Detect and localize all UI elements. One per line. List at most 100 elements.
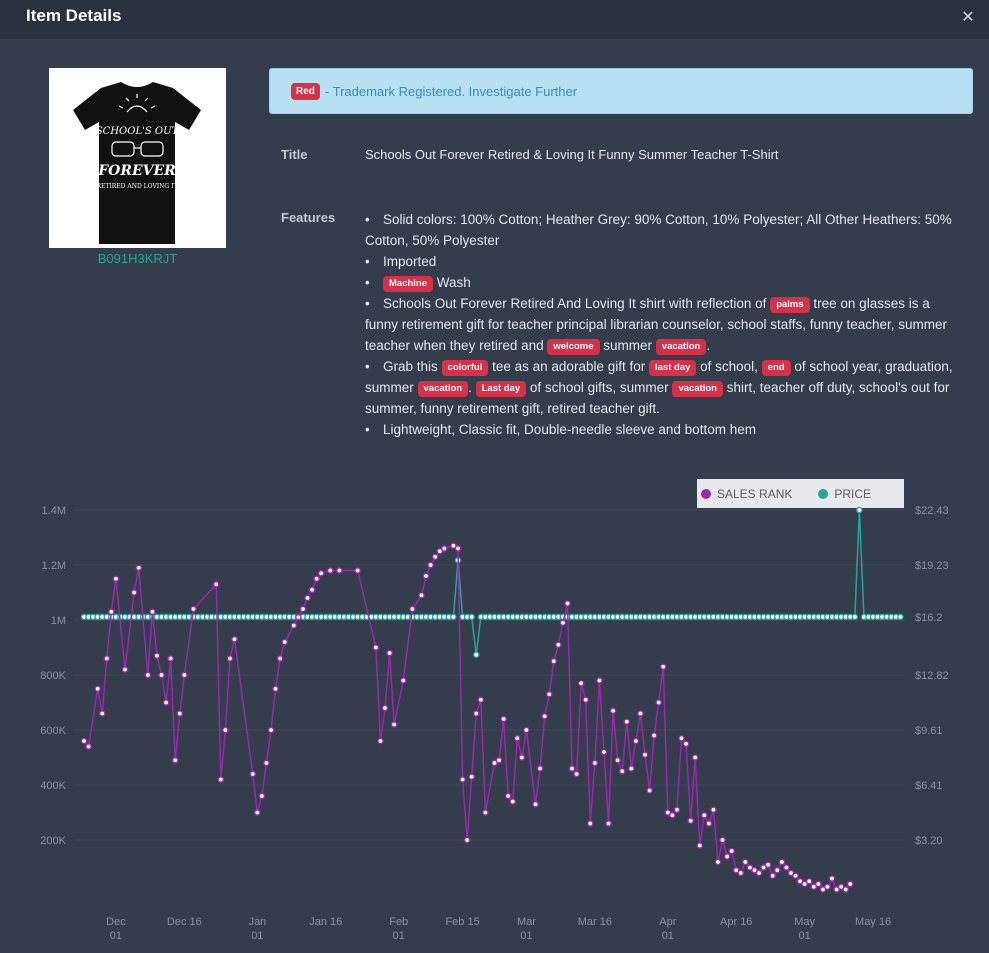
sales-rank-point [737, 869, 745, 877]
sales-rank-point [427, 561, 434, 569]
sales-rank-point [509, 798, 517, 805]
sales-rank-point [149, 608, 156, 616]
y-left-tick-label: 400K [40, 780, 66, 792]
x-tick-label: Feb [389, 916, 408, 928]
sales-rank-point [267, 726, 275, 734]
price-point [472, 651, 480, 658]
sales-rank-point [181, 671, 188, 679]
keyword-badge: palms [770, 297, 810, 313]
sales-rank-point [441, 545, 448, 552]
x-tick-sublabel: 01 [110, 930, 122, 942]
bullet-icon: • [365, 359, 370, 374]
product-image: SCHOOL'S OUT FOREVER RETIRED AND LOVING … [49, 68, 226, 248]
bullet-icon: • [365, 254, 370, 269]
asin-link[interactable]: B091H3KRJT [97, 251, 178, 266]
y-left-tick-label: 200K [40, 835, 66, 847]
legend-sales-rank[interactable]: SALES RANK [701, 487, 792, 501]
legend-price-label: PRICE [834, 486, 872, 501]
sales-rank-point [810, 883, 818, 891]
sales-rank-point [778, 858, 786, 866]
sales-rank-point [792, 872, 799, 880]
sales-rank-point [249, 770, 257, 778]
sales-rank-point [263, 759, 270, 767]
sales-rank-point [837, 883, 845, 891]
sales-rank-point [491, 759, 498, 767]
sales-rank-point [618, 767, 626, 775]
sales-rank-point [299, 605, 307, 613]
sales-rank-point [523, 726, 530, 734]
price-point [856, 506, 863, 514]
sales-rank-point [673, 806, 681, 814]
features-list: • Solid colors: 100% Cotton; Heather Grey… [365, 209, 965, 440]
sales-rank-point [381, 704, 389, 712]
sales-rank-point [641, 751, 649, 759]
sales-rank-point [751, 866, 758, 874]
price-point [897, 613, 904, 621]
sales-rank-point [212, 580, 220, 588]
y-left-tick-label: 600K [40, 725, 66, 737]
sales-rank-point [295, 613, 302, 621]
sales-rank-point [281, 638, 288, 646]
alert-message: - Trademark Registered. Investigate Furt… [324, 83, 578, 99]
x-tick-sublabel: 01 [520, 930, 532, 942]
sales-rank-point [659, 663, 667, 671]
sales-rank-point [732, 866, 740, 874]
sales-rank-point [600, 748, 608, 756]
sales-rank-point [108, 608, 115, 616]
sales-rank-point [308, 586, 316, 594]
sales-rank-point [454, 545, 462, 552]
sales-rank-point [541, 712, 548, 720]
legend-price[interactable]: PRICE [818, 487, 871, 501]
sales-rank-point [144, 671, 152, 679]
y-left-tick-label: 800K [40, 670, 66, 682]
sales-rank-point [655, 699, 663, 706]
sales-rank-point [171, 756, 179, 764]
sales-rank-point [468, 773, 475, 781]
sales-rank-point [714, 858, 722, 866]
sales-rank-point [728, 847, 735, 855]
sales-rank-point [742, 858, 749, 866]
sales-rank-point [564, 600, 571, 607]
bullet-icon: • [365, 296, 370, 311]
x-tick-sublabel: 01 [662, 930, 674, 942]
sales-rank-point [372, 644, 380, 651]
sales-rank-point [805, 877, 813, 885]
sales-rank-line [83, 544, 851, 891]
feature-item: • Schools Out Forever Retired And Loving … [365, 293, 965, 356]
sales-rank-point [637, 710, 644, 717]
price-point [851, 613, 859, 621]
y-right-tick-label: $6.41 [915, 780, 943, 792]
sales-rank-point [719, 836, 726, 844]
sales-rank-point [313, 575, 320, 583]
keyword-badge: end [761, 360, 791, 376]
sales-rank-point [304, 594, 311, 602]
sales-rank-point [162, 699, 170, 706]
sales-rank-point [354, 567, 361, 574]
sales-rank-point [687, 817, 694, 825]
x-tick-label: Mar [517, 916, 536, 928]
svg-text:SCHOOL'S OUT: SCHOOL'S OUT [96, 126, 180, 137]
close-icon[interactable]: ✕ [961, 9, 975, 26]
sales-rank-point [787, 869, 795, 877]
svg-text:FOREVER: FOREVER [97, 163, 176, 179]
sales-rank-point [833, 886, 840, 893]
y-right-tick-label: $22.43 [915, 505, 949, 517]
sales-rank-point [103, 655, 111, 662]
sales-rank-point [819, 886, 827, 893]
sales-rank-point [112, 575, 120, 583]
y-left-tick-label: 1M [51, 615, 66, 627]
sales-rank-point [550, 657, 558, 665]
sales-rank-point [336, 567, 343, 574]
keyword-badge: Last day [475, 381, 527, 397]
sales-rank-point [545, 690, 553, 698]
feature-item: • Machine Wash [365, 272, 965, 293]
sales-rank-point [632, 737, 640, 745]
sales-rank-point [422, 572, 430, 580]
chart-svg: 1.4M 1.2M 1M 800K 600K 400K 200K $22.43 $19.23 $1… [40, 505, 949, 942]
sales-rank-point [482, 809, 489, 816]
sales-rank-point [514, 734, 521, 742]
svg-text:RETIRED AND LOVING IT: RETIRED AND LOVING IT [96, 183, 177, 190]
sales-rank-point [190, 605, 197, 613]
keyword-badge: vacation [672, 381, 723, 397]
sales-rank-dot-icon [701, 488, 711, 499]
